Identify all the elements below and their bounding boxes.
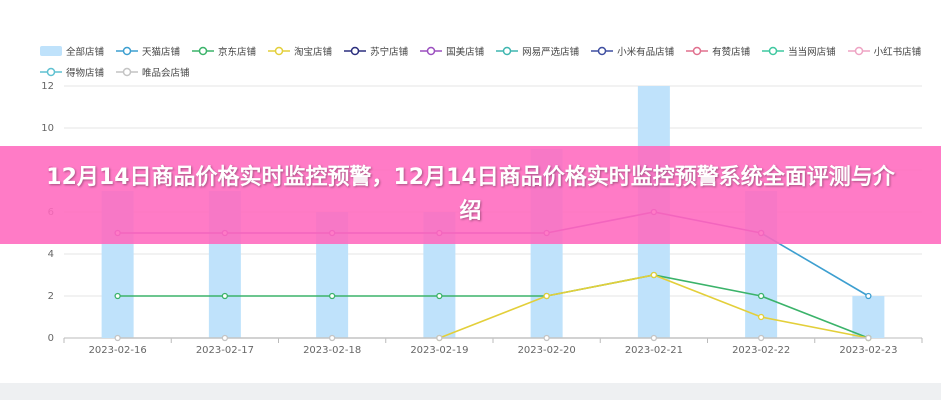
legend-label: 小红书店铺 — [873, 47, 922, 58]
legend-item[interactable]: 淘宝店铺 — [268, 44, 332, 58]
legend-item[interactable]: 苏宁店铺 — [344, 44, 408, 58]
legend-label: 当当网店铺 — [788, 47, 836, 58]
legend-label: 有赞店铺 — [712, 47, 751, 58]
legend-dot — [426, 46, 436, 56]
x-tick-label: 2023-02-18 — [303, 345, 361, 356]
legend-icon — [268, 46, 291, 56]
banner-title: 12月14日商品价格实时监控预警，12月14日商品价格实时监控预警系统全面评测与… — [46, 165, 895, 224]
point — [757, 292, 765, 300]
legend-item[interactable]: 唯品会店铺 — [116, 65, 190, 79]
legend-item[interactable]: 全部店铺 — [40, 44, 104, 58]
legend-dot — [854, 46, 863, 56]
x-tick-label: 2023-02-23 — [839, 345, 897, 356]
legend-dot — [502, 46, 512, 56]
point — [757, 334, 765, 342]
y-tick-label: 0 — [48, 333, 54, 344]
x-tick-label: 2023-02-17 — [196, 345, 254, 356]
legend-swatch — [40, 46, 62, 56]
legend-icon — [40, 46, 62, 56]
legend-dot — [274, 46, 284, 56]
point — [865, 334, 872, 342]
point — [114, 334, 121, 342]
banner: 12月14日商品价格实时监控预警，12月14日商品价格实时监控预警系统全面评测与… — [0, 146, 941, 244]
legend: 全部店铺 天猫店铺 京东店铺 淘宝店铺 苏宁店铺 国美店铺 网易严选店铺 小米有品店铺 有赞店铺… — [40, 44, 935, 79]
legend-item[interactable]: 得物店铺 — [40, 65, 104, 79]
legend-item[interactable]: 小米有品店铺 — [591, 44, 674, 58]
legend-label: 苏宁店铺 — [370, 47, 409, 58]
legend-icon — [496, 46, 519, 56]
legend-item[interactable]: 京东店铺 — [192, 44, 256, 58]
legend-dot — [597, 46, 607, 56]
point — [436, 334, 443, 342]
y-tick-label: 10 — [41, 123, 54, 134]
legend-icon — [192, 46, 215, 56]
point — [865, 292, 872, 300]
legend-label: 京东店铺 — [218, 47, 257, 58]
legend-dot — [768, 46, 778, 56]
point — [328, 292, 336, 300]
legend-item[interactable]: 小红书店铺 — [847, 44, 922, 58]
legend-icon — [344, 46, 367, 56]
point — [221, 334, 229, 342]
legend-label: 得物店铺 — [66, 68, 105, 79]
legend-label: 淘宝店铺 — [294, 47, 333, 58]
legend-item[interactable]: 当当网店铺 — [762, 44, 836, 58]
y-tick-label: 4 — [48, 249, 54, 260]
line — [117, 274, 869, 339]
legend-dot — [46, 67, 56, 77]
legend-label: 网易严选店铺 — [522, 47, 580, 58]
footer-strip — [0, 383, 941, 400]
point — [543, 334, 550, 342]
legend-item[interactable]: 天猫店铺 — [116, 44, 180, 58]
legend-dot — [692, 46, 702, 56]
legend-icon — [420, 46, 443, 56]
x-tick-label: 2023-02-21 — [625, 345, 683, 356]
legend-icon — [116, 67, 139, 77]
legend-label: 天猫店铺 — [142, 47, 181, 58]
legend-label: 全部店铺 — [66, 47, 105, 58]
point — [221, 292, 229, 300]
x-tick-label: 2023-02-16 — [89, 345, 147, 356]
x-tick-label: 2023-02-20 — [518, 345, 576, 356]
y-tick-label: 2 — [48, 291, 54, 302]
point — [543, 292, 550, 300]
legend-label: 国美店铺 — [446, 47, 485, 58]
bar — [852, 296, 885, 338]
point — [650, 271, 658, 279]
legend-label: 唯品会店铺 — [142, 68, 190, 79]
legend-icon — [847, 46, 870, 56]
point — [328, 334, 336, 342]
legend-icon — [762, 46, 785, 56]
y-tick-label: 12 — [41, 81, 54, 92]
legend-icon — [686, 46, 709, 56]
legend-dot — [122, 46, 132, 56]
point — [436, 292, 443, 300]
point — [114, 292, 121, 300]
point — [757, 313, 765, 321]
x-tick-label: 2023-02-19 — [410, 345, 468, 356]
legend-item[interactable]: 国美店铺 — [420, 44, 484, 58]
legend-icon — [40, 67, 62, 77]
legend-dot — [350, 46, 360, 56]
legend-label: 小米有品店铺 — [617, 47, 675, 58]
legend-icon — [591, 46, 614, 56]
point — [650, 334, 658, 342]
legend-dot — [122, 67, 132, 77]
x-tick-label: 2023-02-22 — [732, 345, 790, 356]
legend-item[interactable]: 网易严选店铺 — [496, 44, 579, 58]
legend-dot — [198, 46, 208, 56]
legend-icon — [116, 46, 139, 56]
legend-item[interactable]: 有赞店铺 — [686, 44, 750, 58]
